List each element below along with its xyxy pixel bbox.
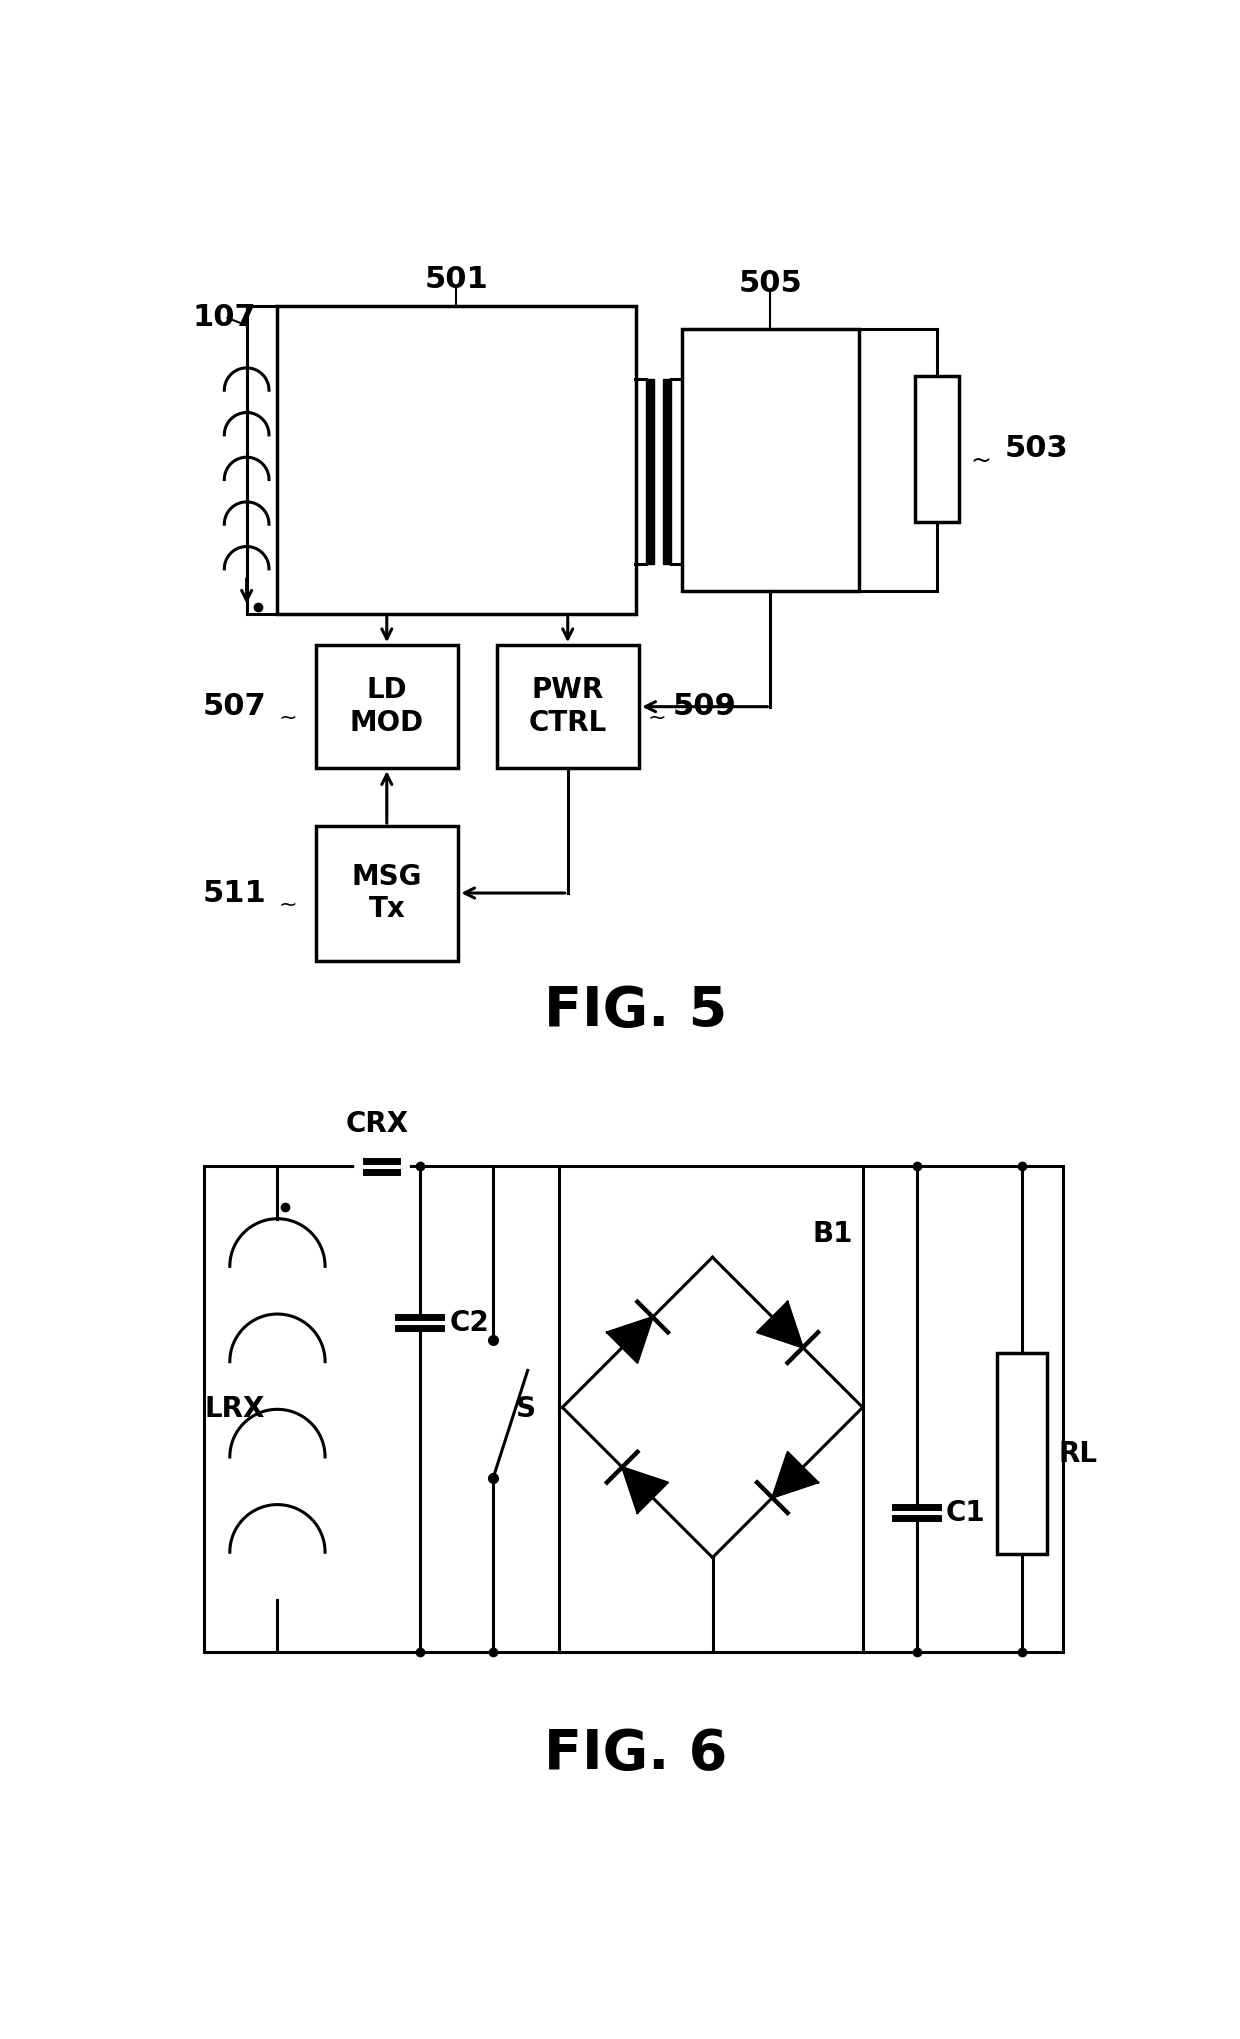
Text: 503: 503 bbox=[1006, 434, 1069, 463]
Bar bbox=[316, 644, 459, 769]
Text: B1: B1 bbox=[812, 1219, 853, 1248]
Bar bbox=[682, 330, 859, 591]
Text: MSG
Tx: MSG Tx bbox=[352, 862, 422, 924]
Bar bbox=[915, 375, 959, 522]
Text: FIG. 6: FIG. 6 bbox=[544, 1727, 727, 1780]
Text: C2: C2 bbox=[449, 1309, 489, 1338]
Bar bbox=[997, 1354, 1048, 1554]
Text: PWR
CTRL: PWR CTRL bbox=[528, 677, 606, 736]
Text: C1: C1 bbox=[946, 1499, 986, 1527]
Polygon shape bbox=[773, 1452, 818, 1499]
Text: 505: 505 bbox=[738, 269, 802, 298]
Bar bbox=[497, 644, 640, 769]
Text: 509: 509 bbox=[672, 691, 737, 722]
Text: LRX: LRX bbox=[205, 1395, 265, 1423]
Polygon shape bbox=[758, 1301, 802, 1348]
Bar bbox=[663, 379, 671, 565]
Polygon shape bbox=[606, 1317, 652, 1362]
Text: S: S bbox=[516, 1395, 536, 1423]
Bar bbox=[316, 826, 459, 960]
Text: ~: ~ bbox=[647, 708, 666, 728]
Text: ~: ~ bbox=[278, 708, 296, 728]
Text: FIG. 5: FIG. 5 bbox=[544, 985, 727, 1038]
Polygon shape bbox=[622, 1468, 668, 1513]
Text: CRX: CRX bbox=[346, 1109, 409, 1138]
Text: 507: 507 bbox=[202, 691, 265, 722]
Bar bbox=[646, 379, 653, 565]
Bar bbox=[278, 306, 635, 614]
Text: 501: 501 bbox=[424, 265, 489, 294]
Text: ~: ~ bbox=[278, 895, 296, 916]
Text: LD
MOD: LD MOD bbox=[350, 677, 424, 736]
Text: ~: ~ bbox=[970, 449, 991, 473]
Text: RL: RL bbox=[1059, 1440, 1097, 1468]
Text: 107: 107 bbox=[192, 304, 257, 332]
Text: 511: 511 bbox=[202, 879, 265, 907]
